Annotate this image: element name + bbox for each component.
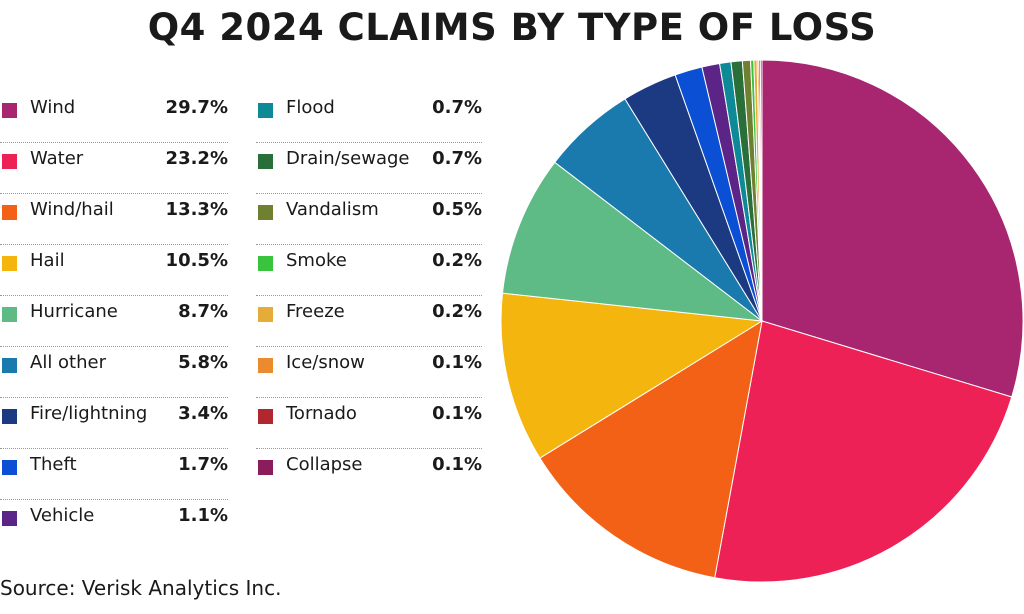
legend-label: Ice/snow xyxy=(286,352,365,373)
legend-item: Vehicle 1.1% xyxy=(0,500,228,551)
legend-value: 1.7% xyxy=(178,454,228,475)
legend-item: Water 23.2% xyxy=(0,143,228,194)
legend-swatch xyxy=(2,205,17,220)
legend-label: Drain/sewage xyxy=(286,148,410,169)
pie-slice-collapse xyxy=(759,59,763,322)
legend-item: Tornado 0.1% xyxy=(256,398,482,449)
legend-item: Flood 0.7% xyxy=(256,92,482,143)
legend-label: All other xyxy=(30,352,106,373)
legend-swatch xyxy=(2,511,17,526)
legend-item: Hail 10.5% xyxy=(0,245,228,296)
legend-label: Vehicle xyxy=(30,505,95,526)
pie-slice-hurricane xyxy=(501,161,764,322)
legend-swatch xyxy=(258,256,273,271)
legend-item: Drain/sewage 0.7% xyxy=(256,143,482,194)
legend-swatch xyxy=(2,307,17,322)
legend-value: 0.1% xyxy=(432,352,482,373)
legend-swatch xyxy=(258,358,273,373)
legend-label: Theft xyxy=(30,454,77,475)
pie-slice-water xyxy=(714,320,1013,583)
legend-label: Flood xyxy=(286,97,335,118)
legend-item: All other 5.8% xyxy=(0,347,228,398)
pie-slice-wind-hail xyxy=(539,319,763,579)
legend-swatch xyxy=(258,154,273,169)
legend-value: 0.7% xyxy=(432,148,482,169)
legend-label: Tornado xyxy=(286,403,357,424)
legend-item: Collapse 0.1% xyxy=(256,449,482,500)
legend-swatch xyxy=(258,103,273,118)
pie-slice-wind xyxy=(761,59,1024,398)
legend-item: Vandalism 0.5% xyxy=(256,194,482,245)
pie-slice-hail xyxy=(500,292,764,459)
legend-swatch xyxy=(2,256,17,271)
legend-item: Smoke 0.2% xyxy=(256,245,482,296)
legend-swatch xyxy=(2,154,17,169)
legend-label: Smoke xyxy=(286,250,347,271)
legend-value: 0.5% xyxy=(432,199,482,220)
legend-label: Water xyxy=(30,148,84,169)
legend-item: Hurricane 8.7% xyxy=(0,296,228,347)
legend-value: 23.2% xyxy=(165,148,228,169)
legend-label: Hail xyxy=(30,250,65,271)
legend-swatch xyxy=(2,409,17,424)
legend-label: Wind xyxy=(30,97,76,118)
legend-value: 0.2% xyxy=(432,301,482,322)
legend-label: Freeze xyxy=(286,301,345,322)
legend-column-2: Flood 0.7% Drain/sewage 0.7% Vandalism 0… xyxy=(256,92,482,500)
legend-value: 13.3% xyxy=(165,199,228,220)
legend-item: Wind 29.7% xyxy=(0,92,228,143)
legend-swatch xyxy=(2,460,17,475)
legend-swatch xyxy=(2,358,17,373)
legend-item: Ice/snow 0.1% xyxy=(256,347,482,398)
legend-value: 0.1% xyxy=(432,454,482,475)
legend-value: 1.1% xyxy=(178,505,228,526)
legend-column-1: Wind 29.7% Water 23.2% Wind/hail 13.3% H… xyxy=(0,92,228,551)
chart-title: Q4 2024 CLAIMS BY TYPE OF LOSS xyxy=(147,6,877,49)
legend-label: Collapse xyxy=(286,454,363,475)
legend-swatch xyxy=(258,307,273,322)
legend-value: 10.5% xyxy=(165,250,228,271)
legend-value: 8.7% xyxy=(178,301,228,322)
legend-swatch xyxy=(258,460,273,475)
legend-item: Freeze 0.2% xyxy=(256,296,482,347)
legend-swatch xyxy=(258,409,273,424)
legend-item: Wind/hail 13.3% xyxy=(0,194,228,245)
legend-label: Vandalism xyxy=(286,199,379,220)
legend-label: Wind/hail xyxy=(30,199,114,220)
legend-value: 29.7% xyxy=(165,97,228,118)
legend-item: Theft 1.7% xyxy=(0,449,228,500)
legend-swatch xyxy=(258,205,273,220)
source-note: Source: Verisk Analytics Inc. xyxy=(0,576,282,600)
legend-value: 3.4% xyxy=(178,403,228,424)
legend-value: 0.2% xyxy=(432,250,482,271)
legend-value: 5.8% xyxy=(178,352,228,373)
legend-label: Hurricane xyxy=(30,301,118,322)
legend-value: 0.7% xyxy=(432,97,482,118)
legend-swatch xyxy=(2,103,17,118)
legend-item: Fire/lightning 3.4% xyxy=(0,398,228,449)
legend-value: 0.1% xyxy=(432,403,482,424)
legend-label: Fire/lightning xyxy=(30,403,148,424)
